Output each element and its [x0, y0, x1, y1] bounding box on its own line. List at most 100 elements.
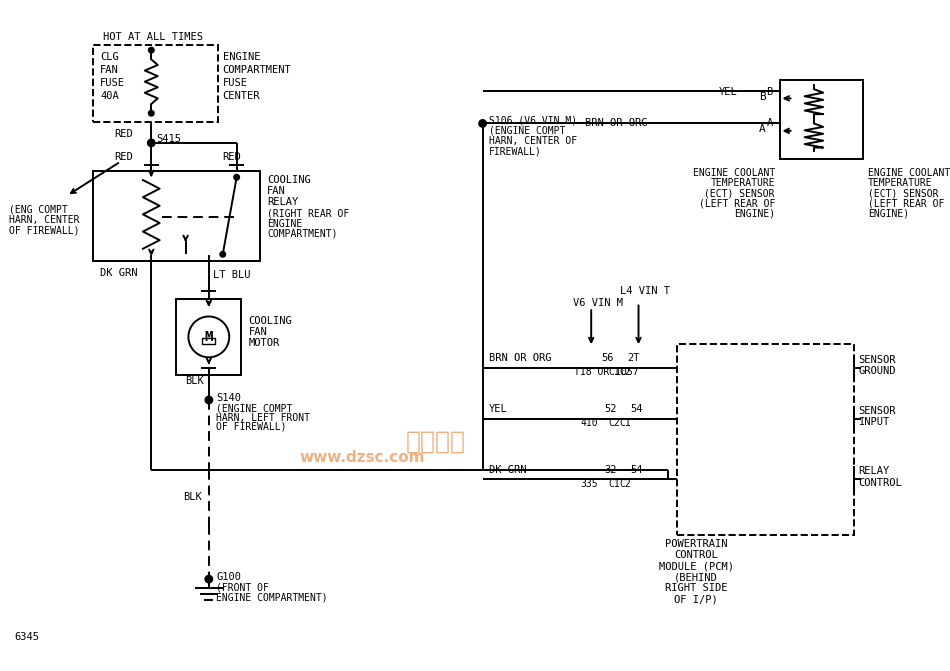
Text: INPUT: INPUT: [859, 417, 890, 427]
Text: (ECT) SENSOR: (ECT) SENSOR: [867, 188, 939, 198]
Text: FUSE: FUSE: [101, 78, 125, 88]
Text: C2: C2: [619, 367, 631, 377]
Circle shape: [147, 139, 155, 147]
Bar: [93, 44, 218, 121]
Text: (ENGINE COMPT: (ENGINE COMPT: [217, 403, 293, 413]
Text: FIREWALL): FIREWALL): [489, 146, 542, 156]
Circle shape: [205, 576, 213, 583]
Circle shape: [234, 174, 239, 180]
Text: S415: S415: [156, 134, 180, 144]
Text: V6 VIN M: V6 VIN M: [573, 297, 622, 307]
Text: TEMPERATURE: TEMPERATURE: [711, 178, 775, 188]
Text: LT BLU: LT BLU: [214, 270, 251, 280]
Text: CLG: CLG: [101, 52, 119, 62]
Text: (LEFT REAR OF: (LEFT REAR OF: [698, 198, 775, 208]
Circle shape: [148, 48, 154, 53]
Text: RELAY: RELAY: [267, 197, 298, 207]
Text: (ECT) SENSOR: (ECT) SENSOR: [705, 188, 775, 198]
Text: ENGINE COOLANT: ENGINE COOLANT: [693, 168, 775, 178]
Text: COMPARTMENT): COMPARTMENT): [267, 229, 338, 239]
Text: G100: G100: [217, 572, 241, 582]
Text: ENGINE): ENGINE): [867, 209, 909, 219]
Text: S106 (V6 VIN M): S106 (V6 VIN M): [489, 115, 578, 125]
Text: CONTROL: CONTROL: [859, 478, 902, 488]
Text: SENSOR: SENSOR: [859, 406, 896, 416]
Text: YEL: YEL: [719, 87, 738, 97]
Text: HARN, CENTER: HARN, CENTER: [10, 215, 80, 225]
Text: YEL: YEL: [489, 405, 508, 414]
Text: SENSOR: SENSOR: [859, 355, 896, 365]
Text: MOTOR: MOTOR: [249, 338, 280, 348]
Text: B: B: [759, 91, 766, 101]
Text: FAN: FAN: [249, 327, 268, 338]
Text: 维库一下: 维库一下: [407, 429, 466, 454]
Circle shape: [205, 397, 213, 404]
Text: GROUND: GROUND: [859, 366, 896, 376]
Circle shape: [479, 119, 486, 127]
Text: www.dzsc.com: www.dzsc.com: [299, 450, 425, 465]
Text: BLK: BLK: [182, 493, 201, 503]
Text: BLK: BLK: [185, 376, 204, 386]
Text: FUSE: FUSE: [222, 78, 248, 88]
Text: T18 OR 1057: T18 OR 1057: [574, 367, 638, 377]
Text: C1: C1: [619, 418, 631, 428]
Text: OF I/P): OF I/P): [674, 595, 718, 605]
Text: BRN OR ORG: BRN OR ORG: [584, 119, 647, 128]
Text: RED: RED: [222, 152, 241, 162]
Text: POWERTRAIN: POWERTRAIN: [665, 539, 728, 549]
Text: RED: RED: [114, 129, 133, 139]
Text: (ENG COMPT: (ENG COMPT: [10, 205, 68, 215]
Text: C2: C2: [619, 478, 631, 488]
Text: DK GRN: DK GRN: [101, 268, 138, 278]
Text: RED: RED: [114, 152, 133, 162]
Text: HARN, CENTER OF: HARN, CENTER OF: [489, 136, 578, 146]
Text: A: A: [759, 124, 766, 134]
Text: MODULE (PCM): MODULE (PCM): [658, 561, 733, 571]
Text: 335: 335: [580, 478, 598, 488]
Bar: [93, 170, 260, 261]
Text: HOT AT ALL TIMES: HOT AT ALL TIMES: [104, 32, 203, 42]
Text: FAN: FAN: [101, 64, 119, 74]
Text: ENGINE): ENGINE): [733, 209, 775, 219]
Text: 54: 54: [630, 464, 642, 474]
Text: L4 VIN T: L4 VIN T: [620, 287, 670, 297]
Text: FAN: FAN: [267, 186, 286, 196]
Circle shape: [220, 252, 225, 257]
Text: 6345: 6345: [14, 631, 39, 641]
Text: ENGINE COOLANT: ENGINE COOLANT: [867, 168, 950, 178]
Text: ENGINE COMPARTMENT): ENGINE COMPARTMENT): [217, 592, 328, 603]
Text: RIGHT SIDE: RIGHT SIDE: [665, 583, 728, 593]
Text: (BEHIND: (BEHIND: [674, 572, 718, 582]
Text: A: A: [767, 119, 773, 128]
Text: ENGINE: ENGINE: [267, 219, 302, 229]
Bar: [202, 338, 216, 344]
Text: CENTER: CENTER: [222, 91, 260, 101]
Text: 52: 52: [604, 405, 617, 414]
Bar: [780, 80, 864, 159]
Text: 56: 56: [601, 353, 614, 363]
Text: ENGINE: ENGINE: [222, 52, 260, 62]
Bar: [677, 344, 854, 535]
Text: (LEFT REAR OF: (LEFT REAR OF: [867, 198, 944, 208]
Text: C1: C1: [608, 478, 619, 488]
Text: OF FIREWALL): OF FIREWALL): [217, 422, 287, 432]
Bar: [177, 299, 241, 375]
Text: B: B: [767, 87, 773, 97]
Text: C2: C2: [608, 418, 619, 428]
Text: HARN, LEFT FRONT: HARN, LEFT FRONT: [217, 413, 311, 423]
Text: (RIGHT REAR OF: (RIGHT REAR OF: [267, 209, 350, 219]
Text: RELAY: RELAY: [859, 466, 890, 476]
Text: C1: C1: [608, 367, 619, 377]
Text: 410: 410: [580, 418, 598, 428]
Text: 32: 32: [604, 464, 617, 474]
Text: S140: S140: [217, 393, 241, 403]
Text: OF FIREWALL): OF FIREWALL): [10, 225, 80, 235]
Text: (ENGINE COMPT: (ENGINE COMPT: [489, 126, 565, 136]
Text: DK GRN: DK GRN: [489, 464, 526, 474]
Text: M: M: [204, 330, 213, 344]
Text: COMPARTMENT: COMPARTMENT: [222, 64, 292, 74]
Text: 2T: 2T: [627, 353, 640, 363]
Text: 40A: 40A: [101, 91, 119, 101]
Circle shape: [148, 111, 154, 116]
Text: COOLING: COOLING: [267, 175, 311, 185]
